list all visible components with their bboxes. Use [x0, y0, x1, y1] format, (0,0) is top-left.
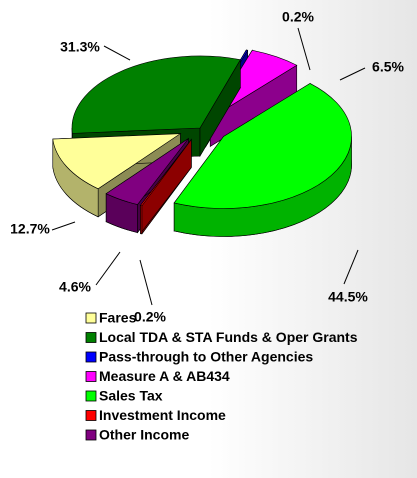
legend-label: Sales Tax — [99, 388, 163, 404]
slice — [139, 139, 192, 207]
value-label: 12.7% — [10, 221, 50, 237]
legend-label: Measure A & AB434 — [99, 368, 230, 384]
slice-group — [139, 138, 192, 235]
slice — [71, 55, 241, 134]
value-label: 4.6% — [59, 279, 91, 295]
slice — [105, 138, 189, 205]
leader-line — [51, 221, 76, 231]
legend-label: Pass-through to Other Agencies — [99, 349, 313, 365]
slice-group — [173, 82, 352, 237]
leader-line — [343, 249, 359, 285]
leader-line — [103, 45, 131, 61]
value-label: 6.5% — [372, 59, 404, 75]
legend-swatch — [85, 351, 97, 363]
legend-swatch — [85, 429, 97, 441]
slice-wall — [140, 205, 143, 235]
pie — [52, 48, 352, 237]
legend-label: Investment Income — [99, 407, 226, 423]
legend-swatch — [85, 332, 97, 343]
leader-line — [297, 27, 311, 71]
legend-swatch — [85, 371, 97, 382]
value-label: 0.2% — [134, 309, 166, 325]
leader-line — [339, 67, 366, 81]
value-label: 0.2% — [282, 9, 314, 25]
leader-line — [95, 251, 121, 286]
legend-swatch — [85, 312, 97, 324]
legend-swatch — [85, 410, 97, 421]
slice — [173, 83, 352, 209]
value-label: 31.3% — [60, 39, 100, 55]
labels: 12.7% 31.3% 0.2% 6.5% 44.5% 0.2% 4.6% — [10, 9, 404, 325]
legend-label: Local TDA & STA Funds & Oper Grants — [99, 329, 358, 345]
legend: Fares Local TDA & STA Funds & Oper Grants… — [85, 310, 358, 443]
leader-line — [139, 259, 153, 306]
value-label: 44.5% — [328, 289, 368, 305]
slice — [52, 133, 182, 190]
legend-swatch — [85, 390, 97, 402]
legend-label: Fares — [99, 310, 137, 326]
legend-label: Other Income — [99, 427, 189, 443]
